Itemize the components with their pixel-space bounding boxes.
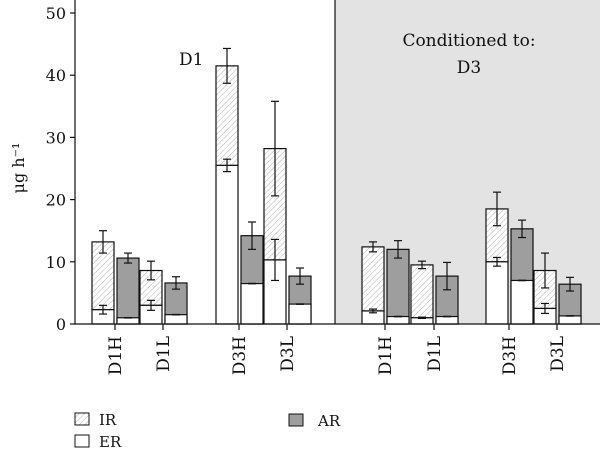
bars-layer	[91, 65, 582, 325]
legend-swatch-ir	[74, 412, 90, 426]
y-axis-label: μg h⁻¹	[9, 143, 28, 194]
bar-ar-base-d1-d1l	[164, 314, 188, 325]
x-tick-label-d1-d1l: D1L	[154, 336, 174, 372]
legend-swatch-er	[74, 434, 90, 448]
y-tick-label-10: 10	[46, 253, 66, 272]
x-tick-label-d3-d1l: D1L	[425, 336, 445, 372]
x-tick-label-d1-d3h: D3H	[230, 336, 250, 375]
left-panel-label: D1	[179, 50, 203, 70]
legend-swatch-ar	[288, 413, 304, 427]
bar-ar-base-d3-d3l	[558, 315, 582, 325]
y-tick-label-30: 30	[46, 128, 66, 147]
x-axis-labels: D1H D1L D3H D3L D1H D1L D3H D3L	[106, 324, 568, 375]
x-tick-label-d3-d1h: D1H	[376, 336, 396, 375]
right-panel-subtitle: D3	[457, 58, 481, 78]
legend-label-er: ER	[99, 433, 122, 451]
y-tick-label-40: 40	[46, 66, 66, 85]
bar-ar-base-d1-d1h	[116, 317, 140, 325]
right-panel-title: Conditioned to:	[402, 31, 535, 51]
x-tick-label-d1-d3l: D3L	[278, 336, 298, 372]
bar-ar-d1-d1h	[116, 257, 140, 325]
legend: IR ER AR	[74, 411, 341, 451]
bar-ar-base-d3-d1h	[386, 315, 410, 325]
x-tick-label-d3-d3h: D3H	[500, 336, 520, 375]
y-axis-ticks: 0 10 20 30 40 50	[46, 4, 75, 334]
y-tick-label-20: 20	[46, 191, 66, 210]
error-bars-layer	[99, 47, 574, 320]
bar-er-d3-d3h	[485, 261, 509, 325]
legend-label-ir: IR	[99, 411, 117, 429]
bar-ir-d3-d1h	[361, 246, 385, 312]
y-tick-label-0: 0	[56, 315, 66, 334]
x-tick-label-d1-d1h: D1H	[106, 336, 126, 375]
legend-label-ar: AR	[317, 412, 341, 430]
bar-ar-base-d1-d3h	[240, 282, 264, 325]
bar-ar-d3-d1h	[386, 248, 410, 325]
bar-ar-base-d1-d3l	[288, 303, 312, 325]
y-tick-label-50: 50	[46, 4, 66, 23]
bar-ir-d3-d1l	[410, 264, 434, 319]
bar-ar-base-d3-d3h	[510, 279, 534, 325]
bar-ar-base-d3-d1l	[435, 315, 459, 325]
x-tick-label-d3-d3l: D3L	[548, 336, 568, 372]
bar-er-d1-d3h	[215, 164, 239, 325]
